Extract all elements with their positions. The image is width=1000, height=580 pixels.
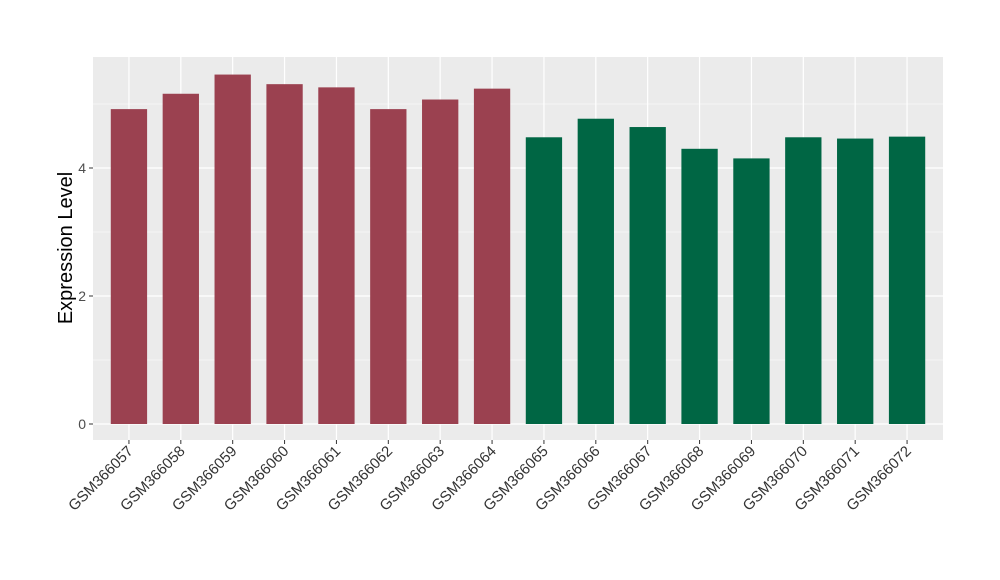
bar-GSM366068 <box>681 148 718 425</box>
bar-GSM366070 <box>785 137 822 424</box>
x-axis: GSM366057GSM366058GSM366059GSM366060GSM3… <box>65 440 915 514</box>
y-axis: 0 2 4 <box>78 160 93 432</box>
bar-GSM366060 <box>266 84 303 424</box>
bar-GSM366065 <box>525 137 563 424</box>
bar-GSM366061 <box>318 87 355 425</box>
bar-GSM366058 <box>162 93 199 424</box>
bar-GSM366063 <box>422 99 459 425</box>
bars <box>110 74 926 425</box>
bar-GSM366072 <box>888 136 926 424</box>
y-axis-title: Expression Level <box>55 172 77 324</box>
bar-GSM366057 <box>110 109 148 425</box>
y-tick-label: 4 <box>78 160 86 176</box>
bar-GSM366071 <box>837 138 874 424</box>
y-tick-label: 0 <box>78 416 86 432</box>
bar-GSM366064 <box>473 88 511 424</box>
bar-GSM366069 <box>733 158 770 424</box>
bar-GSM366062 <box>370 109 407 425</box>
y-tick-label: 2 <box>78 288 86 304</box>
bar-GSM366066 <box>577 118 614 424</box>
bar-GSM366067 <box>629 127 666 424</box>
bar-GSM366059 <box>214 74 251 424</box>
